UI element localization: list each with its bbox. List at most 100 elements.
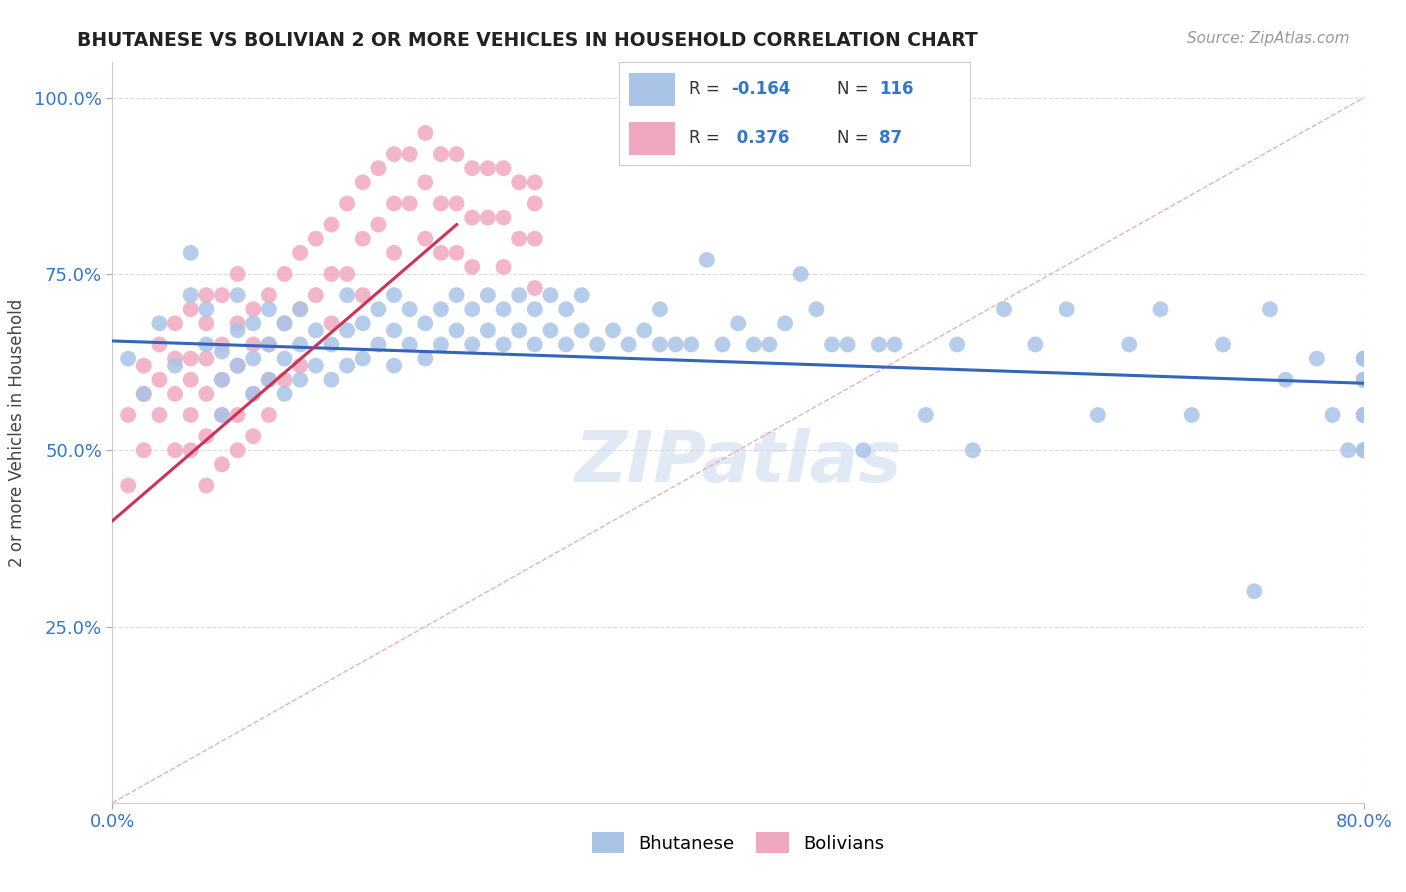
Point [211,337,233,351]
Point [117,408,139,422]
Point [180,288,202,302]
Point [696,252,718,267]
Point [148,316,170,330]
Point [821,337,844,351]
Point [132,359,155,373]
Point [1353,443,1375,458]
Point [523,281,546,295]
Point [492,337,515,351]
Point [806,302,828,317]
Point [336,359,359,373]
Point [226,443,249,458]
Point [211,288,233,302]
Point [242,302,264,317]
Point [382,323,405,337]
Point [336,323,359,337]
Point [367,218,389,232]
Point [773,316,796,330]
Point [1087,408,1109,422]
Point [415,316,437,330]
Point [540,323,562,337]
Point [195,478,218,492]
Legend: Bhutanese, Bolivians: Bhutanese, Bolivians [585,825,891,861]
Point [163,351,186,366]
Point [117,351,139,366]
Point [461,302,484,317]
Bar [630,122,675,155]
Point [132,387,155,401]
Text: 87: 87 [879,129,901,147]
Text: 0.376: 0.376 [731,129,790,147]
Point [242,316,264,330]
Point [633,323,655,337]
Point [962,443,984,458]
Point [211,344,233,359]
Point [321,267,343,281]
Point [195,429,218,443]
Point [242,429,264,443]
Point [415,175,437,189]
Point [1056,302,1078,317]
Point [681,337,703,351]
Point [195,316,218,330]
Point [195,387,218,401]
Point [257,288,280,302]
Point [163,359,186,373]
Point [571,288,593,302]
Point [132,443,155,458]
Point [727,316,749,330]
Point [523,196,546,211]
Point [273,316,295,330]
Point [446,196,468,211]
Point [180,408,202,422]
Point [883,337,905,351]
Point [742,337,765,351]
Point [382,196,405,211]
Point [163,316,186,330]
Point [273,373,295,387]
Point [163,387,186,401]
Text: N =: N = [837,129,873,147]
Point [180,302,202,317]
Point [1353,408,1375,422]
Point [180,443,202,458]
Point [1353,373,1375,387]
Point [257,302,280,317]
Point [1353,351,1375,366]
Point [1353,408,1375,422]
Point [226,359,249,373]
Text: ZIPatlas: ZIPatlas [575,428,901,497]
Point [790,267,813,281]
Point [461,337,484,351]
Point [257,408,280,422]
Point [226,408,249,422]
Point [1353,373,1375,387]
Point [508,175,530,189]
Point [398,147,420,161]
Point [321,337,343,351]
Point [1258,302,1281,317]
Point [477,161,499,176]
Point [852,443,875,458]
Point [523,232,546,246]
Point [257,337,280,351]
Point [508,323,530,337]
Point [367,161,389,176]
Point [1212,337,1234,351]
Point [1353,443,1375,458]
Point [868,337,890,351]
Point [398,196,420,211]
Point [382,359,405,373]
Point [305,288,328,302]
Point [242,351,264,366]
Point [382,288,405,302]
Point [1353,351,1375,366]
Point [336,288,359,302]
Point [305,232,328,246]
Point [257,337,280,351]
Point [415,351,437,366]
Point [1353,408,1375,422]
Point [1353,373,1375,387]
Point [257,373,280,387]
Point [648,302,671,317]
